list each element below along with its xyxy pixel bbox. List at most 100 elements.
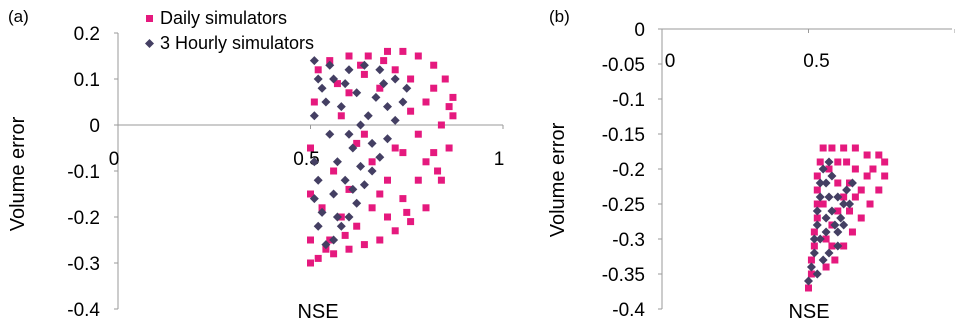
daily-point: [376, 236, 384, 244]
y-tick-label: 0: [89, 116, 100, 137]
daily-point: [810, 242, 818, 250]
daily-point: [353, 222, 361, 230]
daily-point: [840, 242, 848, 250]
daily-point: [353, 139, 361, 147]
daily-point: [866, 200, 874, 208]
daily-point: [857, 214, 865, 222]
daily-point: [851, 193, 859, 201]
daily-point: [825, 165, 833, 173]
x-tick-labels-b: 00.51: [665, 51, 830, 72]
daily-point: [807, 270, 815, 278]
daily-point: [368, 204, 376, 212]
hourly-point: [367, 166, 377, 176]
daily-point: [399, 195, 407, 203]
daily-point: [813, 172, 821, 180]
daily-point: [376, 190, 384, 198]
hourly-point: [363, 111, 373, 121]
daily-point: [360, 130, 368, 138]
hourly-point: [827, 206, 837, 216]
daily-point: [391, 144, 399, 152]
hourly-point: [332, 212, 342, 222]
hourly-point: [336, 102, 346, 112]
daily-point: [341, 231, 349, 239]
hourly-point: [402, 83, 412, 93]
hourly-point: [398, 97, 408, 107]
panel-a: (a) Volume error NSE 0.2 0.1 0 -0.1 -0.2 -0.3…: [7, 7, 504, 322]
x-tick-label: 1: [494, 149, 505, 170]
hourly-point: [317, 83, 327, 93]
daily-point: [863, 172, 871, 180]
hourly-point: [336, 221, 346, 231]
x-axis-title-b: NSE: [788, 301, 829, 322]
hourly-point: [367, 138, 377, 148]
axes-b: [658, 28, 955, 310]
daily-point: [414, 130, 422, 138]
hourly-point: [329, 74, 339, 84]
daily-point: [314, 254, 322, 262]
daily-point: [881, 158, 889, 166]
daily-point: [863, 151, 871, 159]
hourly-point: [806, 262, 816, 272]
y-tick-label: 0: [634, 20, 645, 41]
daily-point: [813, 200, 821, 208]
hourly-point: [815, 234, 825, 244]
hourly-point: [325, 60, 335, 70]
daily-point: [384, 47, 391, 55]
hourly-point: [340, 175, 350, 185]
daily-point: [875, 151, 883, 159]
hourly-point: [359, 180, 369, 190]
hourly-point: [827, 171, 837, 181]
daily-point: [834, 158, 842, 166]
y-tick-label: -0.1: [612, 90, 645, 111]
hourly-point: [321, 240, 331, 250]
daily-point: [834, 207, 842, 215]
hourly-point: [845, 199, 855, 209]
plot-points-b: [804, 144, 889, 292]
hourly-point: [379, 79, 389, 89]
hourly-point: [809, 234, 819, 244]
hourly-point: [383, 134, 392, 144]
daily-point: [810, 228, 818, 236]
hourly-point: [309, 157, 319, 167]
hourly-point: [383, 102, 392, 112]
hourly-point: [325, 129, 335, 139]
hourly-point: [309, 194, 319, 204]
hourly-point: [821, 178, 831, 188]
hourly-point: [842, 185, 852, 195]
daily-point: [848, 228, 856, 236]
hourly-point: [321, 97, 331, 107]
hourly-point: [836, 213, 846, 223]
y-tick-label: -0.1: [67, 162, 100, 183]
daily-point: [364, 52, 372, 60]
daily-point: [399, 47, 407, 55]
hourly-point: [313, 221, 323, 231]
y-tick-label: -0.15: [602, 125, 645, 146]
hourly-point: [824, 192, 834, 202]
daily-point: [840, 144, 848, 152]
panel-label-a: (a): [8, 7, 29, 26]
daily-point: [360, 241, 368, 249]
y-tick-label: -0.05: [602, 55, 645, 76]
hourly-point: [824, 157, 834, 167]
daily-point: [345, 245, 353, 253]
legend-label-daily: Daily simulators: [160, 8, 287, 28]
daily-point: [843, 158, 851, 166]
y-tick-label: -0.2: [612, 160, 645, 181]
daily-point: [449, 93, 457, 101]
hourly-point: [815, 178, 825, 188]
panel-b: (b) Volume error NSE 0 -0.05 -0.1 -0.15 -0.2…: [547, 7, 955, 322]
daily-point: [314, 66, 322, 74]
hourly-point: [329, 235, 339, 245]
y-tick-label: -0.3: [67, 254, 100, 275]
y-tick-label: -0.25: [602, 195, 645, 216]
daily-point: [422, 98, 430, 106]
daily-point: [360, 70, 368, 78]
hourly-point: [812, 220, 822, 230]
hourly-point: [371, 92, 381, 102]
hourly-point: [309, 111, 319, 121]
legend: Daily simulators 3 Hourly simulators: [145, 8, 314, 53]
y-tick-labels-b: 0 -0.05 -0.1 -0.15 -0.2 -0.25 -0.3 -0.35 -0.4: [602, 20, 646, 321]
daily-point: [384, 213, 391, 221]
hourly-point: [375, 65, 385, 75]
daily-point: [851, 165, 859, 173]
